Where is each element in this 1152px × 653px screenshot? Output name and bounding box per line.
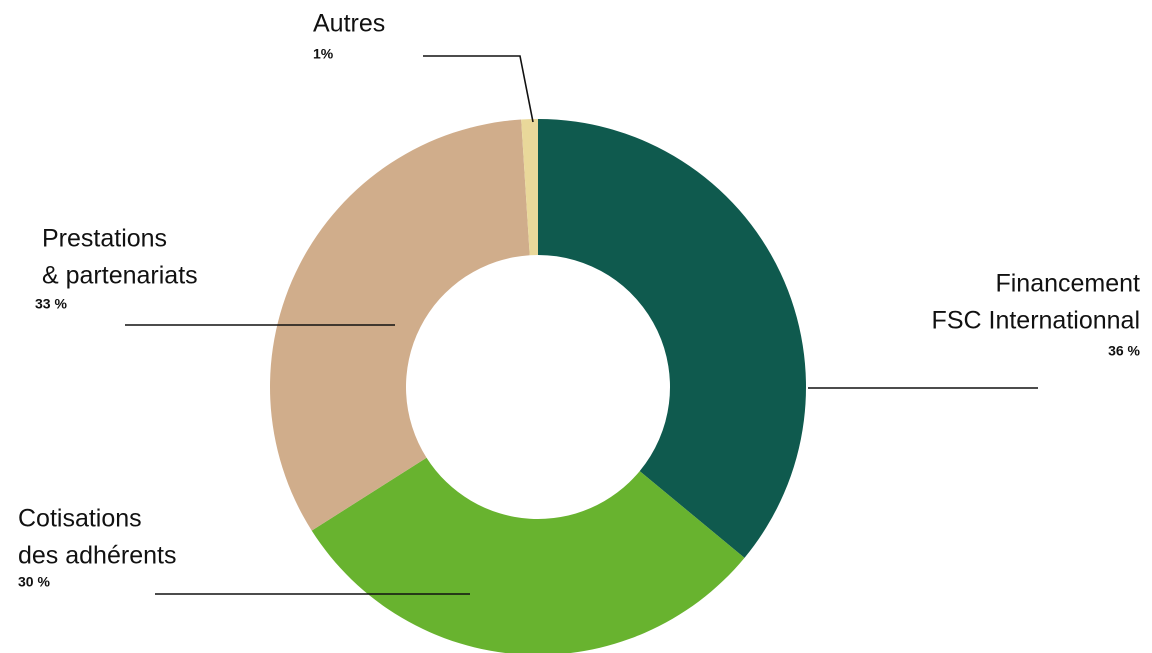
value-label: 1%: [313, 46, 334, 62]
donut-slice: [270, 119, 530, 531]
leader-line: [423, 55, 534, 123]
value-label: 30 %: [18, 574, 50, 590]
category-label: Financement: [995, 270, 1140, 298]
value-label: 36 %: [1108, 343, 1140, 359]
donut-slice: [521, 119, 538, 256]
category-label: Cotisations: [18, 505, 142, 533]
category-label: Prestations: [42, 225, 167, 253]
donut-slice: [538, 119, 806, 558]
value-label: 33 %: [35, 296, 67, 312]
category-label: Autres: [313, 10, 385, 38]
category-label: & partenariats: [42, 262, 198, 290]
category-label: des adhérents: [18, 542, 176, 570]
donut-slice: [311, 457, 745, 653]
category-label: FSC Internationnal: [932, 307, 1140, 335]
